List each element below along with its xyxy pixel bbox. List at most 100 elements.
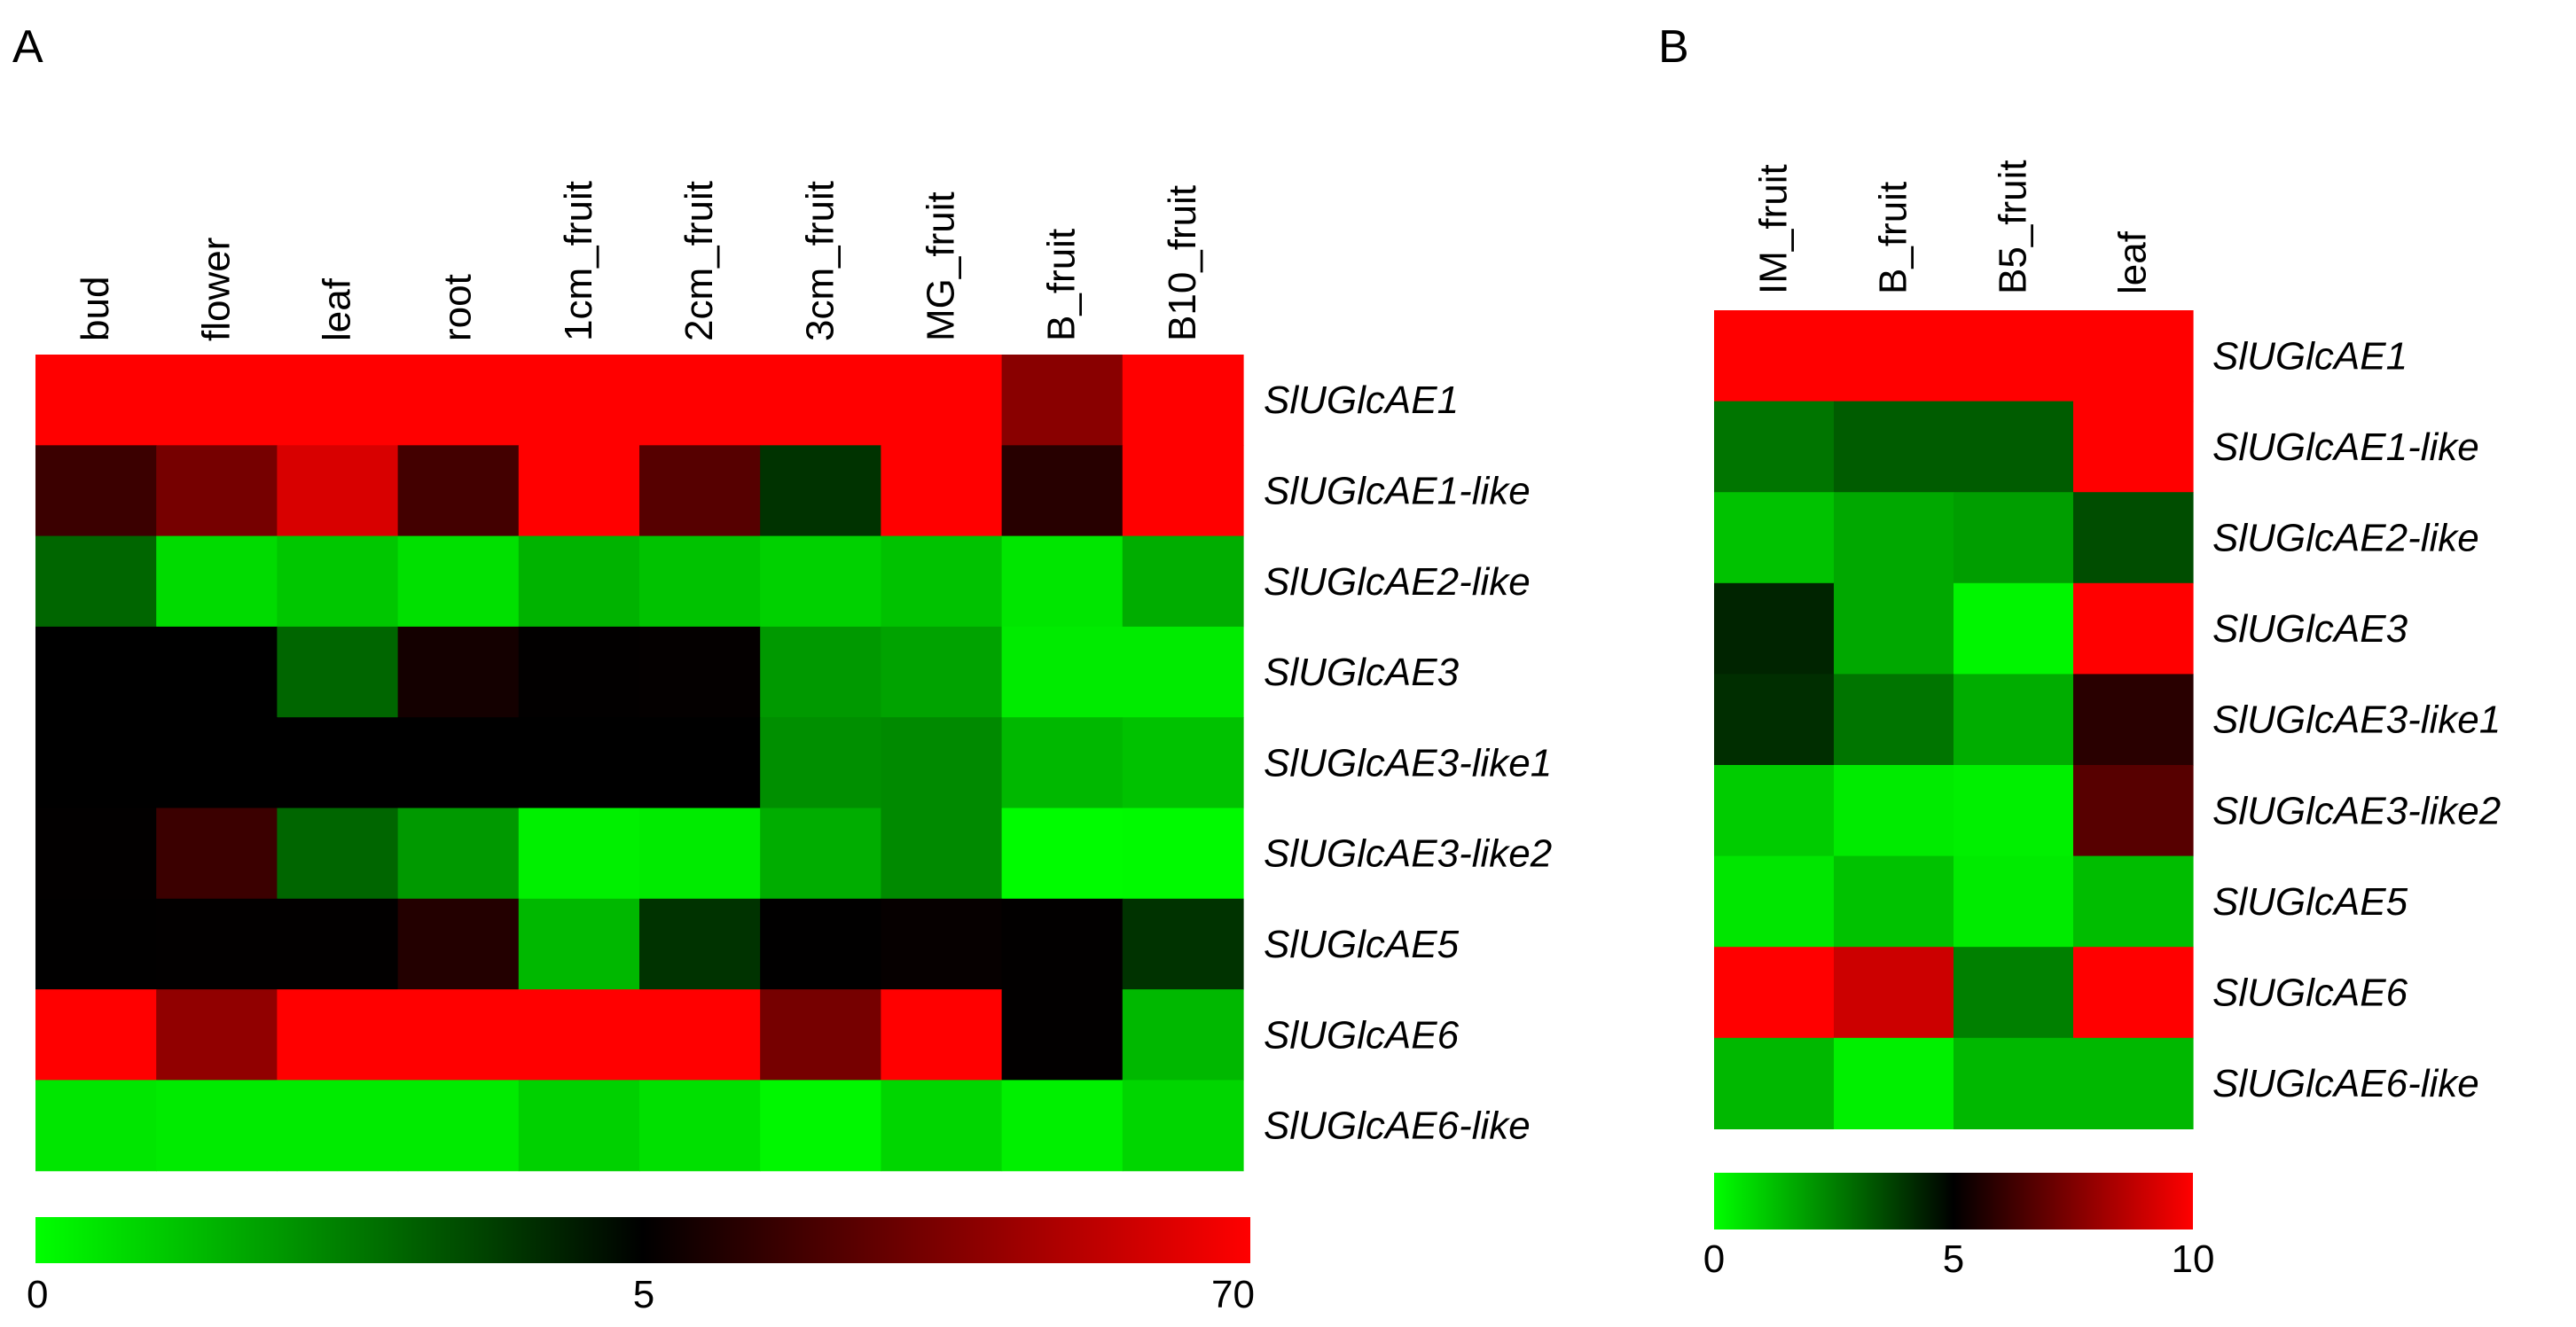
- heatmap-cell-a-r3-c9: [1122, 626, 1244, 718]
- row-label-a-3: SlUGlcAE3: [1264, 651, 1460, 694]
- heatmap-cell-b-r1-c3: [2073, 401, 2194, 493]
- heatmap-cell-a-r1-c7: [881, 445, 1003, 537]
- heatmap-cell-a-r6-c9: [1122, 898, 1244, 990]
- heatmap-cell-a-r6-c8: [1001, 898, 1124, 990]
- row-label-b-6: SlUGlcAE5: [2212, 880, 2408, 924]
- heatmap-cell-a-r5-c6: [760, 808, 881, 900]
- row-labels-a: SlUGlcAE1 SlUGlcAE1-like SlUGlcAE2-like SlU…: [1264, 379, 1552, 1147]
- heatmap-cell-a-r6-c5: [639, 898, 761, 990]
- row-label-a-5: SlUGlcAE3-like2: [1264, 832, 1552, 876]
- heatmap-cells-b: [1714, 310, 2194, 1129]
- column-label-a-1: flower: [194, 238, 238, 341]
- heatmap-cell-a-r0-c6: [760, 355, 881, 446]
- panel-a: A bud flower leaf root 1cm_fruit 2cm_fruit 3cm…: [12, 21, 1552, 1316]
- heatmap-cell-a-r0-c2: [277, 355, 399, 446]
- colorbar-b-tick-mid: 5: [1943, 1237, 1964, 1281]
- heatmap-cell-a-r5-c7: [881, 808, 1003, 900]
- heatmap-cell-a-r6-c7: [881, 898, 1003, 990]
- colorbar-a-tick-max: 70: [1211, 1273, 1255, 1316]
- heatmap-cell-a-r0-c8: [1001, 355, 1124, 446]
- heatmap-cell-a-r4-c2: [277, 717, 399, 809]
- heatmap-cell-a-r4-c7: [881, 717, 1003, 809]
- heatmap-cell-b-r4-c3: [2073, 674, 2194, 766]
- heatmap-cell-b-r4-c0: [1714, 674, 1835, 766]
- heatmap-cell-a-r3-c6: [760, 626, 881, 718]
- row-label-b-8: SlUGlcAE6-like: [2212, 1062, 2479, 1105]
- heatmap-cell-b-r3-c1: [1834, 582, 1954, 675]
- heatmap-cell-b-r2-c1: [1834, 492, 1954, 584]
- heatmap-cell-a-r8-c2: [277, 1080, 399, 1172]
- heatmap-cell-a-r1-c1: [156, 445, 278, 537]
- heatmap-cell-a-r6-c3: [397, 898, 520, 990]
- row-label-a-0: SlUGlcAE1: [1264, 379, 1459, 422]
- heatmap-cell-b-r0-c3: [2073, 310, 2194, 402]
- heatmap-cell-a-r7-c1: [156, 989, 278, 1081]
- heatmap-cell-a-r1-c6: [760, 445, 881, 537]
- column-label-b-3: leaf: [2111, 230, 2155, 294]
- heatmap-cell-a-r0-c3: [397, 355, 520, 446]
- heatmap-cell-a-r6-c4: [518, 898, 640, 990]
- heatmap-cell-a-r4-c9: [1122, 717, 1244, 809]
- heatmap-cell-b-r2-c0: [1714, 492, 1835, 584]
- heatmap-cell-a-r7-c4: [518, 989, 640, 1081]
- heatmap-cell-a-r5-c8: [1001, 808, 1124, 900]
- column-label-a-9: B10_fruit: [1161, 185, 1204, 341]
- column-label-a-4: 1cm_fruit: [557, 181, 600, 341]
- heatmap-cell-a-r2-c8: [1001, 535, 1124, 628]
- heatmap-cell-a-r5-c0: [35, 808, 157, 900]
- row-label-b-1: SlUGlcAE1-like: [2212, 425, 2479, 469]
- heatmap-cell-a-r7-c2: [277, 989, 399, 1081]
- heatmap-cell-a-r0-c4: [518, 355, 640, 446]
- colorbar-a-tick-min: 0: [27, 1273, 48, 1316]
- heatmap-cell-a-r4-c1: [156, 717, 278, 809]
- row-label-b-0: SlUGlcAE1: [2212, 334, 2408, 378]
- heatmap-cell-b-r6-c2: [1954, 855, 2074, 948]
- heatmap-cell-b-r5-c2: [1954, 765, 2074, 857]
- heatmap-cell-a-r6-c0: [35, 898, 157, 990]
- heatmap-cell-a-r7-c0: [35, 989, 157, 1081]
- heatmap-cell-b-r7-c1: [1834, 947, 1954, 1039]
- heatmap-cell-a-r7-c9: [1122, 989, 1244, 1081]
- heatmap-cell-a-r3-c0: [35, 626, 157, 718]
- heatmap-cell-a-r1-c9: [1122, 445, 1244, 537]
- heatmap-cell-b-r1-c2: [1954, 401, 2074, 493]
- heatmap-cell-a-r4-c4: [518, 717, 640, 809]
- heatmap-cells-a: [35, 355, 1244, 1172]
- heatmap-cell-b-r8-c1: [1834, 1037, 1954, 1129]
- colorbar-a-tick-mid: 5: [633, 1273, 654, 1316]
- heatmap-cell-a-r8-c4: [518, 1080, 640, 1172]
- row-label-b-5: SlUGlcAE3-like2: [2212, 789, 2501, 832]
- heatmap-cell-a-r8-c0: [35, 1080, 157, 1172]
- heatmap-cell-a-r2-c3: [397, 535, 520, 628]
- heatmap-cell-a-r4-c0: [35, 717, 157, 809]
- heatmap-cell-b-r1-c0: [1714, 401, 1835, 493]
- heatmap-cell-b-r5-c3: [2073, 765, 2194, 857]
- heatmap-cell-b-r1-c1: [1834, 401, 1954, 493]
- heatmap-cell-b-r5-c1: [1834, 765, 1954, 857]
- heatmap-cell-a-r7-c3: [397, 989, 520, 1081]
- row-label-a-6: SlUGlcAE5: [1264, 923, 1460, 966]
- heatmap-cell-a-r2-c9: [1122, 535, 1244, 628]
- heatmap-cell-b-r0-c0: [1714, 310, 1835, 402]
- heatmap-cell-b-r0-c1: [1834, 310, 1954, 402]
- heatmap-cell-a-r3-c2: [277, 626, 399, 718]
- heatmap-cell-b-r2-c3: [2073, 492, 2194, 584]
- heatmap-cell-a-r2-c4: [518, 535, 640, 628]
- column-label-b-0: IM_fruit: [1752, 164, 1796, 294]
- row-label-b-3: SlUGlcAE3: [2212, 607, 2408, 651]
- column-label-a-6: 3cm_fruit: [798, 181, 842, 341]
- heatmap-cell-b-r4-c2: [1954, 674, 2074, 766]
- heatmap-cell-a-r6-c1: [156, 898, 278, 990]
- heatmap-cell-a-r5-c2: [277, 808, 399, 900]
- heatmap-cell-a-r0-c0: [35, 355, 157, 446]
- column-label-b-1: B_fruit: [1872, 182, 1915, 294]
- heatmap-cell-b-r2-c2: [1954, 492, 2074, 584]
- column-label-a-7: MG_fruit: [920, 191, 963, 341]
- colorbar-b-tick-max: 10: [2172, 1237, 2215, 1281]
- column-label-a-0: bud: [74, 277, 117, 341]
- heatmap-cell-a-r3-c8: [1001, 626, 1124, 718]
- column-label-b-2: B5_fruit: [1992, 160, 2035, 294]
- heatmap-cell-b-r0-c2: [1954, 310, 2074, 402]
